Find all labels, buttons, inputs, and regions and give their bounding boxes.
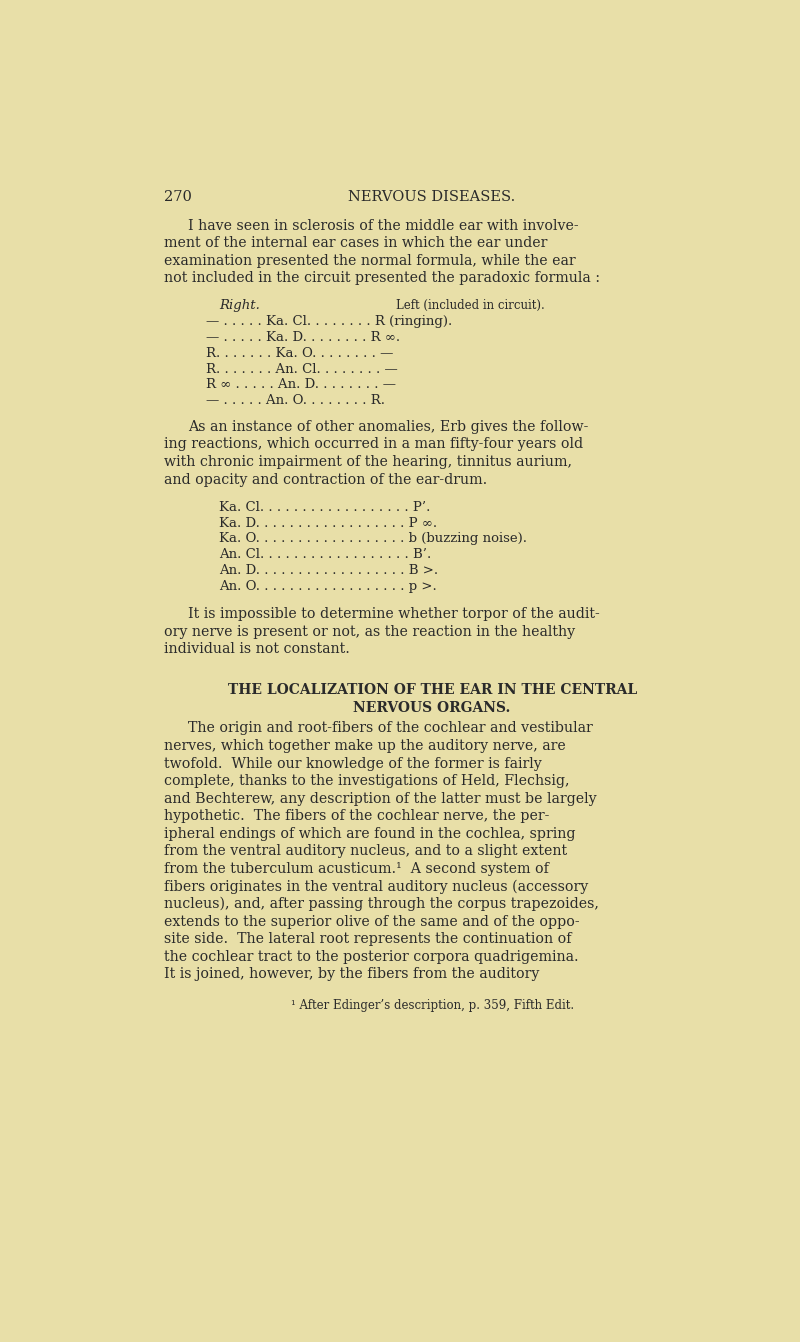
Text: Right.: Right. — [219, 299, 260, 313]
Text: complete, thanks to the investigations of Held, Flechsig,: complete, thanks to the investigations o… — [163, 774, 569, 788]
Text: nerves, which together make up the auditory nerve, are: nerves, which together make up the audit… — [163, 739, 566, 753]
Text: Ka. D. . . . . . . . . . . . . . . . . . P ∞.: Ka. D. . . . . . . . . . . . . . . . . .… — [219, 517, 438, 530]
Text: The origin and root-fibers of the cochlear and vestibular: The origin and root-fibers of the cochle… — [188, 722, 593, 735]
Text: not included in the circuit presented the paradoxic formula :: not included in the circuit presented th… — [163, 271, 600, 286]
Text: NERVOUS DISEASES.: NERVOUS DISEASES. — [349, 189, 516, 204]
Text: An. O. . . . . . . . . . . . . . . . . . p >.: An. O. . . . . . . . . . . . . . . . . .… — [219, 580, 437, 593]
Text: Ka. Cl. . . . . . . . . . . . . . . . . . P’.: Ka. Cl. . . . . . . . . . . . . . . . . … — [219, 501, 430, 514]
Text: from the tuberculum acusticum.¹  A second system of: from the tuberculum acusticum.¹ A second… — [163, 862, 549, 876]
Text: site side.  The lateral root represents the continuation of: site side. The lateral root represents t… — [163, 933, 571, 946]
Text: THE LOCALIZATION OF THE EAR IN THE CENTRAL: THE LOCALIZATION OF THE EAR IN THE CENTR… — [227, 683, 637, 696]
Text: NERVOUS ORGANS.: NERVOUS ORGANS. — [354, 701, 510, 715]
Text: fibers originates in the ventral auditory nucleus (accessory: fibers originates in the ventral auditor… — [163, 879, 588, 894]
Text: with chronic impairment of the hearing, tinnitus aurium,: with chronic impairment of the hearing, … — [163, 455, 571, 468]
Text: R ∞ . . . . . An. D. . . . . . . . —: R ∞ . . . . . An. D. . . . . . . . — — [206, 378, 396, 392]
Text: from the ventral auditory nucleus, and to a slight extent: from the ventral auditory nucleus, and t… — [163, 844, 566, 859]
Text: ment of the internal ear cases in which the ear under: ment of the internal ear cases in which … — [163, 236, 547, 251]
Text: ipheral endings of which are found in the cochlea, spring: ipheral endings of which are found in th… — [163, 827, 575, 841]
Text: and opacity and contraction of the ear-drum.: and opacity and contraction of the ear-d… — [163, 472, 486, 487]
Text: 270: 270 — [163, 189, 191, 204]
Text: R. . . . . . . Ka. O. . . . . . . . —: R. . . . . . . Ka. O. . . . . . . . — — [206, 346, 394, 360]
Text: It is joined, however, by the fibers from the auditory: It is joined, however, by the fibers fro… — [163, 968, 539, 981]
Text: Left (included in circuit).: Left (included in circuit). — [396, 299, 545, 313]
Text: — . . . . . Ka. D. . . . . . . . R ∞.: — . . . . . Ka. D. . . . . . . . R ∞. — [206, 331, 400, 344]
Text: — . . . . . An. O. . . . . . . . R.: — . . . . . An. O. . . . . . . . R. — [206, 395, 385, 407]
Text: — . . . . . Ka. Cl. . . . . . . . R (ringing).: — . . . . . Ka. Cl. . . . . . . . R (rin… — [206, 315, 453, 329]
Text: It is impossible to determine whether torpor of the audit-: It is impossible to determine whether to… — [188, 607, 600, 621]
Text: An. Cl. . . . . . . . . . . . . . . . . . B’.: An. Cl. . . . . . . . . . . . . . . . . … — [219, 549, 432, 561]
Text: An. D. . . . . . . . . . . . . . . . . . B >.: An. D. . . . . . . . . . . . . . . . . .… — [219, 564, 438, 577]
Text: As an instance of other anomalies, Erb gives the follow-: As an instance of other anomalies, Erb g… — [188, 420, 589, 433]
Text: hypothetic.  The fibers of the cochlear nerve, the per-: hypothetic. The fibers of the cochlear n… — [163, 809, 549, 823]
Text: ing reactions, which occurred in a man fifty-four years old: ing reactions, which occurred in a man f… — [163, 437, 582, 451]
Text: Ka. O. . . . . . . . . . . . . . . . . . b (buzzing noise).: Ka. O. . . . . . . . . . . . . . . . . .… — [219, 533, 527, 545]
Text: the cochlear tract to the posterior corpora quadrigemina.: the cochlear tract to the posterior corp… — [163, 950, 578, 964]
Text: examination presented the normal formula, while the ear: examination presented the normal formula… — [163, 254, 575, 268]
Text: twofold.  While our knowledge of the former is fairly: twofold. While our knowledge of the form… — [163, 757, 542, 770]
Text: individual is not constant.: individual is not constant. — [163, 643, 350, 656]
Text: I have seen in sclerosis of the middle ear with involve-: I have seen in sclerosis of the middle e… — [188, 219, 579, 232]
Text: extends to the superior olive of the same and of the oppo-: extends to the superior olive of the sam… — [163, 914, 579, 929]
Text: nucleus), and, after passing through the corpus trapezoides,: nucleus), and, after passing through the… — [163, 896, 598, 911]
Text: ory nerve is present or not, as the reaction in the healthy: ory nerve is present or not, as the reac… — [163, 625, 574, 639]
Text: ¹ After Edinger’s description, p. 359, Fifth Edit.: ¹ After Edinger’s description, p. 359, F… — [290, 998, 574, 1012]
Text: and Bechterew, any description of the latter must be largely: and Bechterew, any description of the la… — [163, 792, 596, 805]
Text: R. . . . . . . An. Cl. . . . . . . . —: R. . . . . . . An. Cl. . . . . . . . — — [206, 362, 398, 376]
